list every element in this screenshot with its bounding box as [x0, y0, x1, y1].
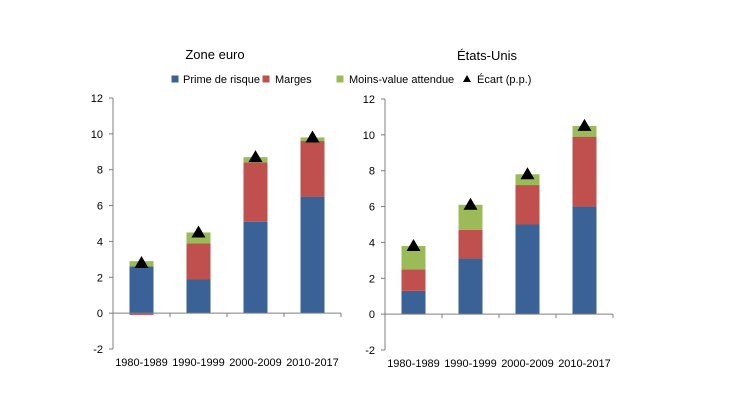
bar-segment-3	[515, 174, 540, 186]
y-tick-label: 4	[97, 236, 103, 248]
bar-segment-3	[186, 232, 211, 244]
bar-segment-2	[572, 136, 597, 207]
ecart-marker	[406, 239, 421, 252]
y-tick-label: 4	[369, 237, 375, 249]
bar-segment-1	[458, 258, 483, 315]
bar-segment-2	[458, 229, 483, 259]
bar-segment-3	[401, 246, 426, 270]
y-tick-label: 8	[369, 166, 375, 178]
ecart-marker	[305, 130, 320, 143]
chart-panel-1: Zone euro -2 0 2 4 6 8 10 12 1980-1989 1990-1999 20…	[91, 47, 342, 369]
y-tick-label: 6	[369, 202, 375, 214]
x-tick-label: 1980-1989	[387, 358, 440, 370]
bar-segment-2	[401, 269, 426, 291]
ecart-marker	[248, 150, 263, 163]
y-tick-label: 10	[91, 129, 103, 141]
y-tick-label: 8	[97, 165, 103, 177]
legend-label-marges: Marges	[275, 74, 312, 86]
bar-segment-2	[515, 185, 540, 225]
legend-swatch-moins-value-attendue	[336, 75, 344, 83]
y-tick-label: 12	[363, 94, 375, 106]
bar-segment-2	[243, 162, 268, 222]
ecart-marker	[577, 118, 592, 131]
bar-segment-3	[572, 125, 597, 137]
y-tick-label: 6	[97, 201, 103, 213]
y-tick-label: 0	[369, 309, 375, 321]
legend-label-prime-de-risque: Prime de risque	[183, 74, 260, 86]
ecart-marker	[191, 225, 206, 238]
y-tick-label: 0	[97, 308, 103, 320]
ecart-marker	[134, 255, 149, 268]
chart-title: États-Unis	[457, 48, 517, 63]
bar-segment-1	[243, 221, 268, 314]
chart-title: Zone euro	[185, 47, 244, 62]
x-tick-label: 2000-2009	[229, 357, 282, 369]
y-tick-label: -2	[93, 344, 103, 356]
y-tick-label: 12	[91, 93, 103, 105]
x-tick-label: 2000-2009	[501, 358, 554, 370]
bar-segment-2	[186, 243, 211, 280]
chart-panel-2: États-Unis -2 0 2 4 6 8 10 12 1980-1989 1990-1999 2…	[363, 48, 614, 370]
bar-segment-2	[129, 313, 154, 315]
x-tick-label: 2010-2017	[558, 358, 611, 370]
ecart-marker	[463, 197, 478, 210]
bar-segment-1	[186, 279, 211, 314]
legend-swatch-prime-de-risque	[171, 75, 179, 83]
legend-label-moins-value-attendue: Moins-value attendue	[349, 74, 454, 86]
ecart-marker	[520, 167, 535, 180]
legend-marker-ecart-p-p-icon	[463, 75, 471, 82]
x-tick-label: 1990-1999	[172, 357, 225, 369]
y-tick-label: 2	[97, 272, 103, 284]
x-tick-label: 2010-2017	[286, 357, 339, 369]
bar-segment-1	[401, 290, 426, 315]
bar-segment-1	[515, 224, 540, 315]
bar-segment-1	[572, 206, 597, 315]
y-tick-label: -2	[365, 345, 375, 357]
y-tick-label: 10	[363, 130, 375, 142]
bar-segment-1	[129, 266, 154, 314]
x-tick-label: 1990-1999	[444, 358, 497, 370]
bar-segment-1	[300, 196, 325, 314]
legend-label-ecart-p-p: Écart (p.p.)	[477, 73, 531, 86]
bar-segment-2	[300, 141, 325, 197]
legend: Prime de risque Marges Moins-value attendu…	[171, 73, 531, 86]
x-tick-label: 1980-1989	[115, 357, 168, 369]
y-tick-label: 2	[369, 273, 375, 285]
legend-swatch-marges	[262, 75, 270, 83]
